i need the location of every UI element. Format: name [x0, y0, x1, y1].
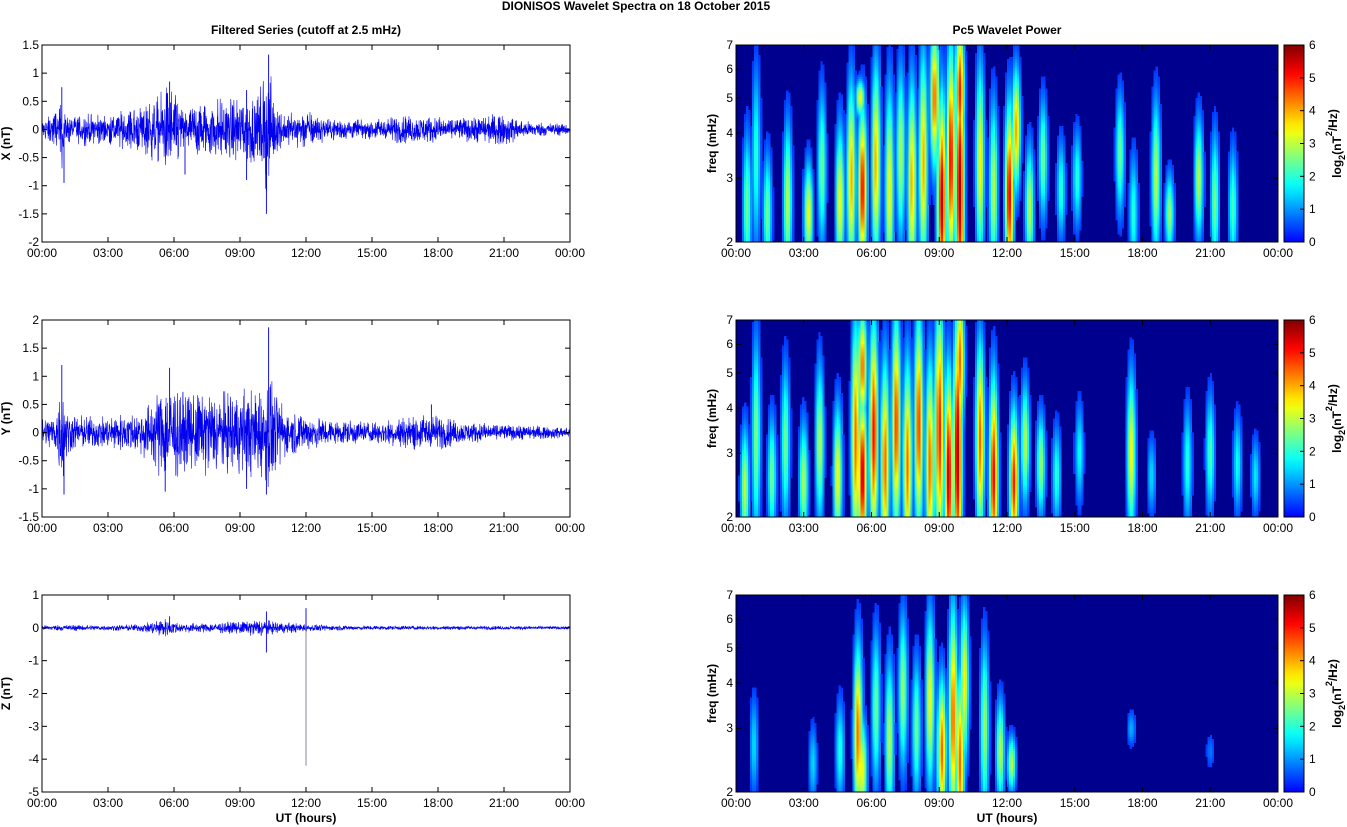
xtick-label: 18:00	[423, 246, 453, 260]
ytick-label: 1.5	[22, 38, 39, 52]
xtick-label: 03:00	[93, 796, 123, 810]
y-axis-label: X (nT)	[0, 127, 13, 161]
xtick-label: 21:00	[489, 796, 519, 810]
y-axis-label: Z (nT)	[0, 677, 13, 710]
xtick-label: 03:00	[93, 246, 123, 260]
series-panel-3: 10-1-2-3-4-500:00 03:00 06:00 09:00 12:00 15:…	[0, 588, 585, 825]
xtick-label: 18:00	[423, 796, 453, 810]
y-axis-label: Y (nT)	[0, 402, 13, 436]
ytick-label: 2	[32, 313, 39, 327]
ytick-label: 0	[32, 621, 39, 635]
xtick-label: 00:00	[555, 246, 585, 260]
xtick-label: 00:00	[27, 521, 57, 535]
xtick-label: 09:00	[225, 796, 255, 810]
ytick-label: -0.5	[18, 151, 39, 165]
ytick-label: -2	[28, 687, 39, 701]
ytick-label: 0	[32, 426, 39, 440]
x-axis-label: UT (hours)	[276, 811, 337, 825]
xtick-label: 06:00	[159, 246, 189, 260]
xtick-label: 15:00	[357, 521, 387, 535]
xtick-label: 06:00	[159, 521, 189, 535]
ytick-label: -1	[28, 179, 39, 193]
panel-title: Filtered Series (cutoff at 2.5 mHz)	[211, 23, 401, 37]
series-panel-2: 21.510.50-0.5-1-1.500:00 03:00 06:00 09:00 1…	[0, 313, 585, 535]
ytick-label: -3	[28, 719, 39, 733]
xtick-label: 09:00	[225, 246, 255, 260]
ytick-label: 1	[32, 66, 39, 80]
xtick-label: 12:00	[291, 521, 321, 535]
xtick-label: 18:00	[423, 521, 453, 535]
ytick-label: 1.5	[22, 341, 39, 355]
plot-background	[42, 320, 570, 517]
xtick-label: 21:00	[489, 246, 519, 260]
series-panel-1: 1.510.50-0.5-1-1.5-200:00 03:00 06:00 09:00…	[0, 23, 585, 260]
xtick-label: 06:00	[159, 796, 189, 810]
xtick-label: 09:00	[225, 521, 255, 535]
ytick-label: -1	[28, 654, 39, 668]
xtick-label: 00:00	[27, 246, 57, 260]
figure-title: DIONISOS Wavelet Spectra on 18 October 2…	[502, 0, 771, 13]
ytick-label: -4	[28, 752, 39, 766]
xtick-label: 15:00	[357, 246, 387, 260]
xtick-label: 12:00	[291, 796, 321, 810]
ytick-label: 1	[32, 369, 39, 383]
xtick-label: 00:00	[555, 796, 585, 810]
plot-background	[42, 45, 570, 242]
ytick-label: -1.5	[18, 207, 39, 221]
ytick-label: -0.5	[18, 454, 39, 468]
xtick-label: 00:00	[555, 521, 585, 535]
ytick-label: 0.5	[22, 94, 39, 108]
xtick-label: 15:00	[357, 796, 387, 810]
xtick-label: 21:00	[489, 521, 519, 535]
xtick-label: 12:00	[291, 246, 321, 260]
ytick-label: 0	[32, 122, 39, 136]
ytick-label: 1	[32, 588, 39, 602]
xtick-label: 03:00	[93, 521, 123, 535]
ytick-label: -1	[28, 482, 39, 496]
ytick-label: 0.5	[22, 397, 39, 411]
xtick-label: 00:00	[27, 796, 57, 810]
